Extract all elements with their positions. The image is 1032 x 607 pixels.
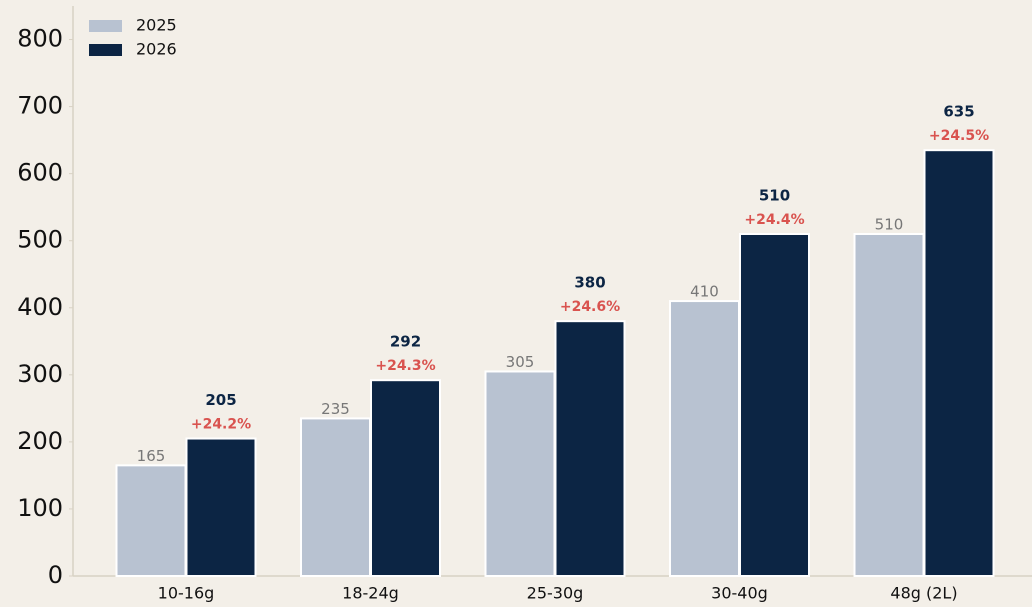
bar xyxy=(484,370,556,577)
bar xyxy=(853,233,925,577)
change-label: +24.2% xyxy=(191,417,251,433)
bar xyxy=(370,379,441,577)
y-tick-label: 0 xyxy=(48,561,63,589)
bar xyxy=(554,320,626,578)
legend-swatch xyxy=(89,20,122,32)
bar xyxy=(669,300,740,577)
bar xyxy=(300,417,371,578)
value-label: 510 xyxy=(875,216,904,234)
value-label: 510 xyxy=(759,187,790,205)
legend-swatch xyxy=(89,44,122,56)
y-tick-label: 400 xyxy=(17,293,63,321)
value-label: 410 xyxy=(690,283,719,301)
value-label: 205 xyxy=(205,391,236,409)
value-label: 165 xyxy=(137,447,166,465)
change-label: +24.4% xyxy=(744,212,804,228)
bar xyxy=(923,149,995,577)
bar xyxy=(115,464,187,577)
y-tick-label: 600 xyxy=(17,159,63,187)
value-label: 380 xyxy=(574,274,605,292)
y-tick-label: 700 xyxy=(17,92,63,120)
x-tick-label: 25-30g xyxy=(527,584,584,603)
value-label: 305 xyxy=(506,353,535,371)
x-tick-label: 48g (2L) xyxy=(890,584,957,603)
value-label: 635 xyxy=(943,103,974,121)
bar xyxy=(739,233,810,577)
value-label: 235 xyxy=(321,400,350,418)
y-tick-label: 800 xyxy=(17,25,63,53)
x-tick-label: 30-40g xyxy=(711,584,768,603)
x-tick-label: 10-16g xyxy=(158,584,215,603)
change-label: +24.5% xyxy=(929,128,989,144)
bar xyxy=(185,437,257,577)
x-tick-label: 18-24g xyxy=(342,584,399,603)
y-tick-label: 500 xyxy=(17,226,63,254)
legend-label: 2026 xyxy=(136,40,177,59)
change-label: +24.6% xyxy=(560,299,620,315)
change-label: +24.3% xyxy=(375,358,435,374)
y-tick-label: 300 xyxy=(17,360,63,388)
y-tick-label: 200 xyxy=(17,427,63,455)
y-tick-label: 100 xyxy=(17,494,63,522)
legend-label: 2025 xyxy=(136,16,177,35)
value-label: 292 xyxy=(390,333,421,351)
